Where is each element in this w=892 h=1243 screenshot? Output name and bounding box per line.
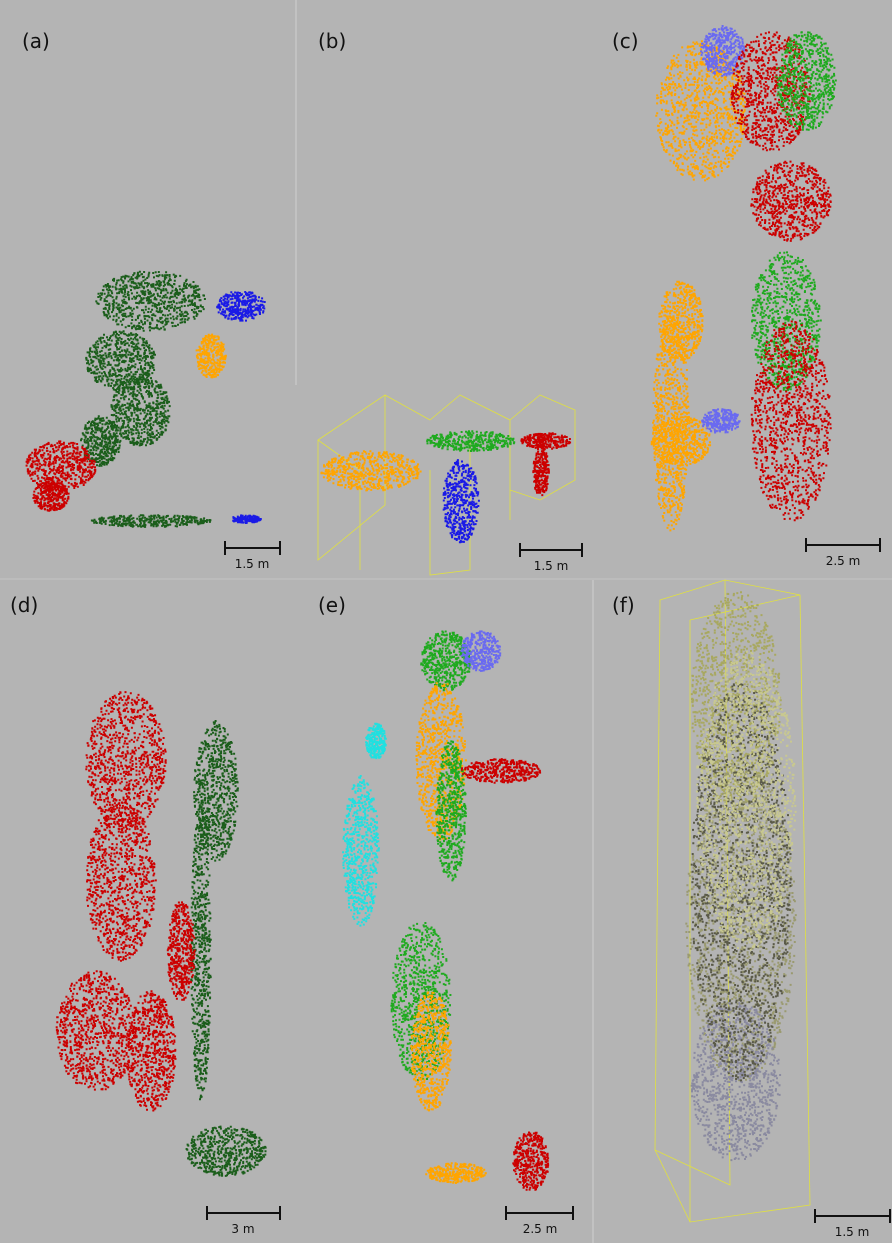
- panel-label: (d): [10, 593, 38, 617]
- scale-label: 3 m: [231, 1222, 254, 1236]
- panel-label: (b): [318, 29, 346, 53]
- panel-label: (f): [612, 593, 635, 617]
- scale-label: 2.5 m: [826, 554, 861, 568]
- scale-label: 2.5 m: [523, 1222, 558, 1236]
- scale-label: 1.5 m: [534, 559, 569, 573]
- scale-label: 1.5 m: [835, 1225, 870, 1239]
- figure: (a) (b) (c) (d) (e) (f) 1.5 m 1.5 m 2.5 …: [0, 0, 892, 1243]
- scale-label: 1.5 m: [235, 557, 270, 571]
- panel-label: (e): [318, 593, 346, 617]
- panel-label: (c): [612, 29, 639, 53]
- panel-label: (a): [22, 29, 50, 53]
